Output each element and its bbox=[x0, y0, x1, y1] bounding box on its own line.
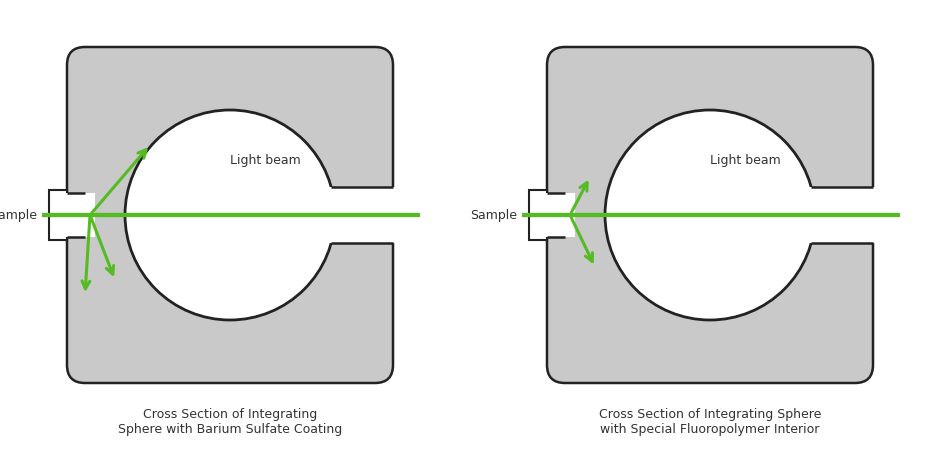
Bar bbox=[75, 193, 95, 238]
Bar bbox=[373, 190, 406, 241]
Text: Cross Section of Integrating
Sphere with Barium Sulfate Coating: Cross Section of Integrating Sphere with… bbox=[118, 407, 343, 435]
Bar bbox=[62, 196, 84, 236]
Circle shape bbox=[125, 111, 335, 320]
Bar bbox=[298, 187, 403, 243]
Text: Sample: Sample bbox=[470, 209, 517, 222]
Bar bbox=[52, 193, 70, 238]
Bar bbox=[778, 187, 883, 243]
Text: Cross Section of Integrating Sphere
with Special Fluoropolymer Interior: Cross Section of Integrating Sphere with… bbox=[599, 407, 821, 435]
Text: Sample: Sample bbox=[0, 209, 37, 222]
Circle shape bbox=[605, 111, 815, 320]
FancyBboxPatch shape bbox=[49, 191, 67, 241]
Bar bbox=[542, 193, 568, 238]
Text: Light beam: Light beam bbox=[230, 154, 301, 167]
Bar bbox=[555, 193, 575, 238]
FancyBboxPatch shape bbox=[547, 48, 873, 383]
FancyBboxPatch shape bbox=[67, 48, 393, 383]
Bar bbox=[542, 196, 564, 236]
Bar bbox=[853, 190, 886, 241]
Bar bbox=[62, 193, 88, 238]
FancyBboxPatch shape bbox=[529, 191, 547, 241]
Text: Light beam: Light beam bbox=[710, 154, 780, 167]
Bar bbox=[532, 193, 550, 238]
